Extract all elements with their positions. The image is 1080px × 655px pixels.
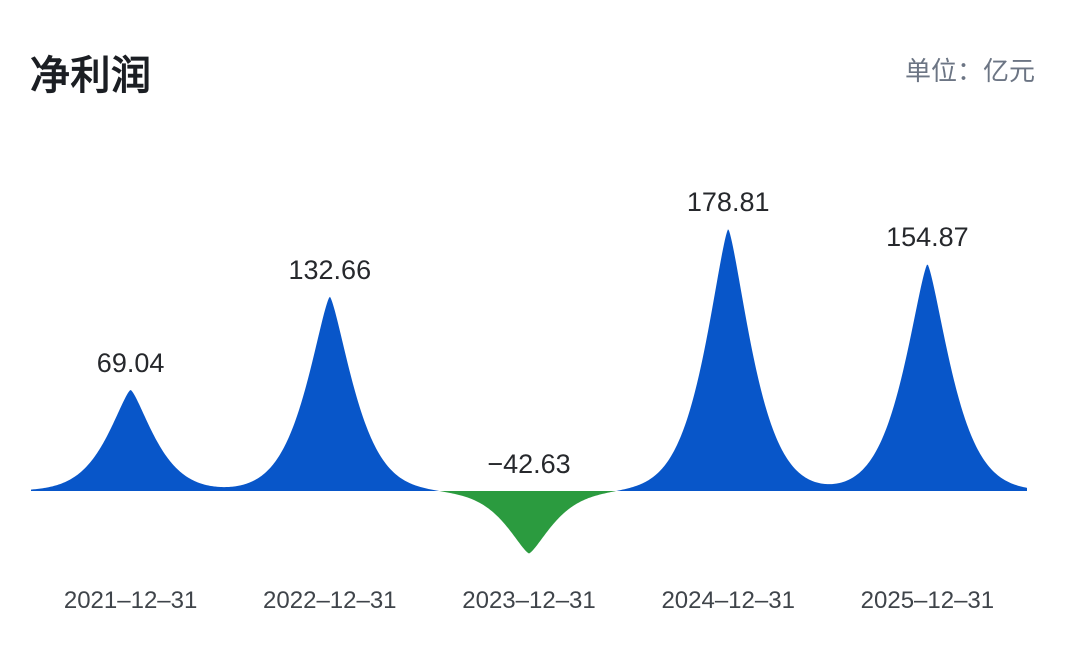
x-axis-label: 2021–12–31 <box>63 587 198 614</box>
value-label: 132.66 <box>288 254 372 285</box>
unit-label: 单位：亿元 <box>904 56 1035 86</box>
positive-area-series <box>31 229 1027 491</box>
x-axis-label: 2023–12–31 <box>462 587 596 614</box>
negative-area-series <box>31 491 1027 554</box>
x-axis-label: 2024–12–31 <box>661 587 795 614</box>
x-axis-label: 2025–12–31 <box>860 587 995 614</box>
value-label: 178.81 <box>686 187 770 217</box>
value-label: −42.63 <box>487 449 571 479</box>
value-label: 154.87 <box>886 222 969 253</box>
value-label: 69.04 <box>96 347 165 378</box>
x-axis-label: 2022–12–31 <box>263 587 397 614</box>
chart-title: 净利润 <box>30 54 152 98</box>
